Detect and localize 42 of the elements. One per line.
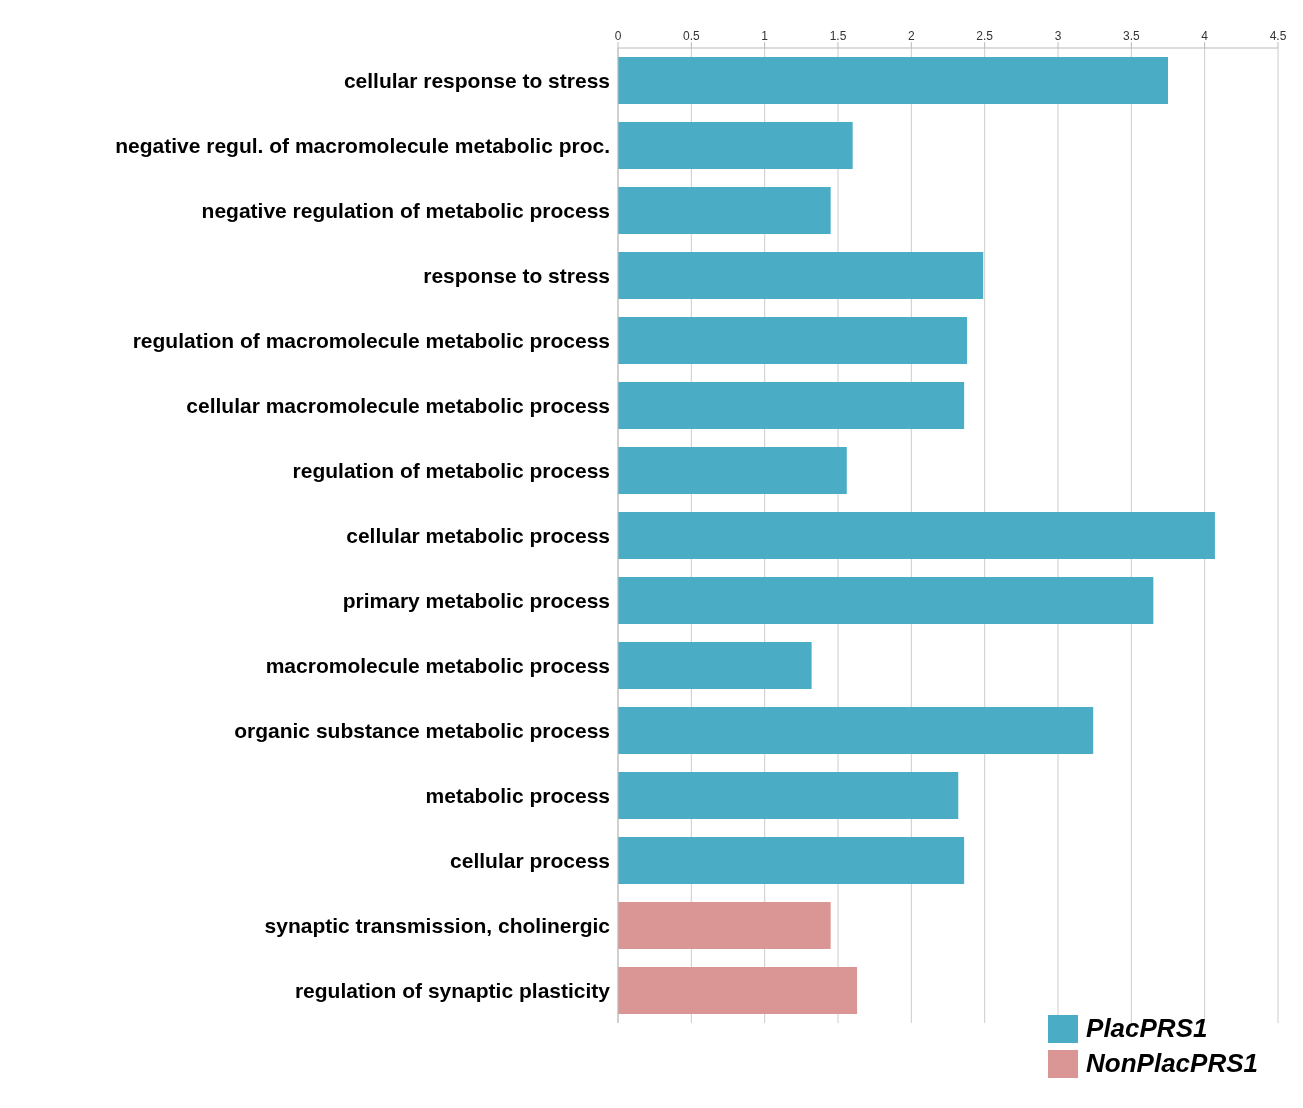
x-tick-label: 4.5 <box>1269 29 1287 43</box>
y-tick-label: negative regul. of macromolecule metabolic proc. <box>115 133 610 157</box>
x-tick-label: 4 <box>1201 29 1209 43</box>
y-tick-label: cellular response to stress <box>343 68 610 92</box>
x-tick-label: 3 <box>1054 29 1062 43</box>
y-tick-label: cellular macromolecule metabolic process <box>186 393 610 417</box>
bar <box>618 642 812 690</box>
bar <box>618 252 984 300</box>
y-tick-label: organic substance metabolic process <box>234 718 610 742</box>
bar <box>618 382 965 430</box>
bar <box>618 772 959 820</box>
x-tick-label: 0 <box>614 29 622 43</box>
x-tick-label: 3.5 <box>1122 29 1140 43</box>
x-tick-label: 0.5 <box>682 29 700 43</box>
bar <box>618 447 847 495</box>
x-tick-label: 2.5 <box>976 29 994 43</box>
bar <box>618 317 968 365</box>
y-tick-label: regulation of synaptic plasticity <box>294 978 611 1002</box>
legend-label: NonPlacPRS1 <box>1086 1048 1258 1079</box>
bar <box>618 707 1094 755</box>
y-tick-label: cellular metabolic process <box>346 523 610 547</box>
y-tick-label: cellular process <box>450 848 610 872</box>
y-tick-label: regulation of macromolecule metabolic process <box>132 328 610 352</box>
y-tick-label: negative regulation of metabolic process <box>201 198 610 222</box>
x-tick-label: 1 <box>761 29 769 43</box>
bar <box>618 122 853 170</box>
x-tick-label: 1.5 <box>829 29 847 43</box>
bar <box>618 187 831 235</box>
y-tick-label: metabolic process <box>425 783 610 807</box>
y-tick-label: macromolecule metabolic process <box>265 653 610 677</box>
y-tick-label: synaptic transmission, cholinergic <box>264 913 611 937</box>
bar <box>618 57 1168 105</box>
bar <box>618 577 1154 625</box>
bar <box>618 512 1215 560</box>
x-tick-label: 2 <box>907 29 915 43</box>
bar <box>618 837 965 885</box>
y-tick-label: response to stress <box>423 263 610 287</box>
bar <box>618 967 858 1015</box>
y-tick-label: regulation of metabolic process <box>292 458 610 482</box>
legend-label: PlacPRS1 <box>1086 1013 1208 1044</box>
y-tick-label: primary metabolic process <box>342 588 610 612</box>
bar <box>618 902 831 950</box>
